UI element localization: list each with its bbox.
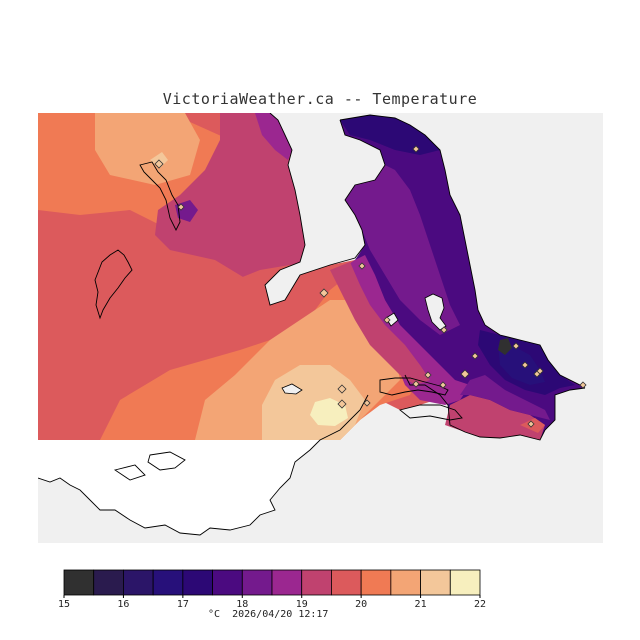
legend-swatch xyxy=(152,569,184,596)
legend-swatch xyxy=(212,569,243,596)
legend-swatch xyxy=(449,569,481,596)
station-marker xyxy=(424,371,432,379)
legend-tick-label: 18 xyxy=(236,599,248,610)
legend-swatch xyxy=(331,569,362,596)
station-marker xyxy=(527,420,535,428)
legend-swatch xyxy=(420,569,451,596)
east-land-field xyxy=(330,115,585,440)
station-marker xyxy=(177,203,185,211)
station-marker xyxy=(460,369,470,379)
legend-tick-label: 17 xyxy=(177,599,189,610)
station-marker xyxy=(154,159,164,169)
station-marker xyxy=(440,326,448,334)
station-marker xyxy=(579,381,587,389)
water-channels xyxy=(265,113,385,305)
west-land-field xyxy=(38,113,470,440)
station-marker xyxy=(521,361,529,369)
unit-label: °C xyxy=(208,609,221,620)
station-marker xyxy=(363,399,371,407)
station-marker xyxy=(536,367,544,375)
station-marker xyxy=(383,316,391,324)
station-marker xyxy=(439,381,447,389)
legend-ticks: 15 16 17 18 19 20 21 22 xyxy=(58,595,486,610)
legend-swatch xyxy=(182,569,213,596)
station-marker xyxy=(319,288,329,298)
legend-swatch xyxy=(241,569,273,596)
station-marker xyxy=(337,399,347,409)
station-marker xyxy=(412,145,420,153)
lakes xyxy=(281,293,447,395)
station-marker xyxy=(337,384,347,394)
legend-swatch xyxy=(63,569,95,596)
timestamp-label: 2026/04/20 12:17 xyxy=(232,609,329,620)
station-marker xyxy=(358,262,366,270)
legend-tick-label: 19 xyxy=(296,599,308,610)
station-marker xyxy=(412,380,420,388)
legend-swatch xyxy=(93,569,124,596)
map-title: VictoriaWeather.ca -- Temperature xyxy=(162,90,478,108)
legend-tick-label: 21 xyxy=(415,599,427,610)
legend-tick-label: 16 xyxy=(117,599,129,610)
legend-caption: °C 2026/04/20 12:17 xyxy=(208,609,328,620)
legend-swatch xyxy=(390,569,421,596)
station-marker xyxy=(512,342,520,350)
legend-swatches xyxy=(63,569,481,596)
unshaded-land xyxy=(38,440,320,535)
legend-tick-label: 22 xyxy=(474,599,486,610)
legend-swatch xyxy=(271,569,303,596)
legend-swatch xyxy=(360,569,392,596)
station-marker xyxy=(471,352,479,360)
legend-tick-label: 20 xyxy=(355,599,367,610)
legend-swatch xyxy=(123,569,154,596)
legend-swatch xyxy=(301,569,332,596)
legend-tick-label: 15 xyxy=(58,599,70,610)
coastlines xyxy=(38,113,586,536)
station-markers xyxy=(154,145,587,428)
